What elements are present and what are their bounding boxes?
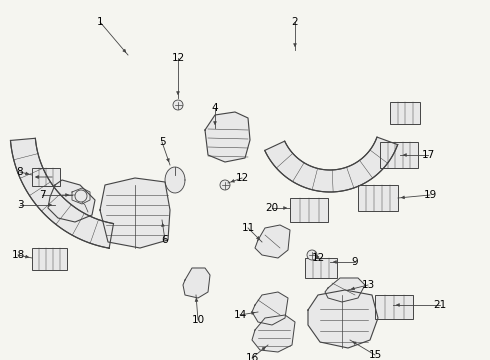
Text: 9: 9 — [352, 257, 358, 267]
Text: 15: 15 — [368, 350, 382, 360]
Bar — [290, 198, 328, 222]
Bar — [375, 295, 413, 319]
Text: 12: 12 — [311, 253, 325, 263]
Text: 20: 20 — [266, 203, 278, 213]
Polygon shape — [308, 290, 378, 348]
Polygon shape — [48, 180, 95, 222]
Text: 8: 8 — [17, 167, 24, 177]
Text: 13: 13 — [362, 280, 375, 290]
Text: 12: 12 — [235, 173, 248, 183]
Text: 12: 12 — [172, 53, 185, 63]
Text: 3: 3 — [17, 200, 24, 210]
Circle shape — [173, 100, 183, 110]
Polygon shape — [252, 292, 288, 325]
Bar — [32, 168, 60, 186]
Polygon shape — [100, 178, 170, 248]
Polygon shape — [255, 225, 290, 258]
Text: 21: 21 — [433, 300, 446, 310]
Text: 2: 2 — [292, 17, 298, 27]
Text: 7: 7 — [39, 190, 45, 200]
Circle shape — [75, 190, 87, 202]
Polygon shape — [265, 137, 398, 192]
Text: 11: 11 — [242, 223, 255, 233]
Text: 4: 4 — [212, 103, 219, 113]
Polygon shape — [165, 167, 185, 193]
Text: 6: 6 — [162, 235, 168, 245]
Circle shape — [307, 250, 317, 260]
Text: 19: 19 — [423, 190, 437, 200]
Bar — [305, 258, 337, 278]
Polygon shape — [72, 188, 90, 204]
Text: 1: 1 — [97, 17, 103, 27]
Text: 18: 18 — [11, 250, 24, 260]
Polygon shape — [205, 112, 250, 162]
Polygon shape — [10, 138, 114, 248]
Bar — [390, 102, 420, 124]
Polygon shape — [252, 315, 295, 352]
Bar — [32, 248, 67, 270]
Text: 14: 14 — [233, 310, 246, 320]
Text: 17: 17 — [421, 150, 435, 160]
Bar — [380, 142, 418, 168]
Text: 10: 10 — [192, 315, 204, 325]
Text: 5: 5 — [159, 137, 165, 147]
Polygon shape — [325, 278, 365, 302]
Circle shape — [220, 180, 230, 190]
Bar — [358, 185, 398, 211]
Polygon shape — [183, 268, 210, 298]
Text: 16: 16 — [245, 353, 259, 360]
